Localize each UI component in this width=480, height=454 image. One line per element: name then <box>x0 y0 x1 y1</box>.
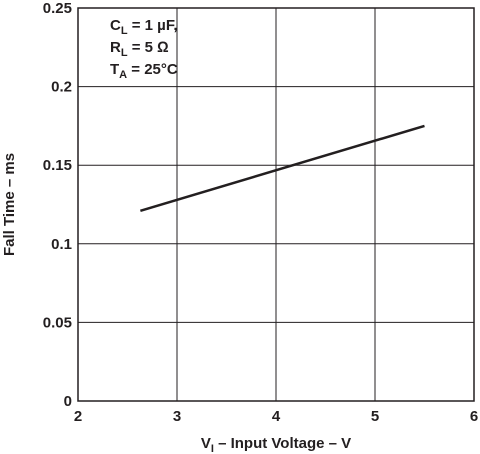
plot-frame <box>77 7 475 402</box>
y-tick-label: 0.1 <box>51 236 72 253</box>
y-tick-label: 0.05 <box>43 314 72 331</box>
fall-time-curve <box>140 124 425 212</box>
y-tick-label: 0.15 <box>43 157 72 174</box>
y-tick-labels: 0 0.05 0.1 0.15 0.2 0.25 <box>43 0 72 410</box>
annotation-load-resistance: RL = 5 Ω <box>110 39 169 59</box>
x-tick-label: 2 <box>74 408 82 425</box>
x-tick-label: 4 <box>272 408 281 425</box>
series-layer <box>140 124 425 212</box>
x-tick-label: 3 <box>173 408 181 425</box>
y-axis-label: Fall Time – ms <box>1 153 18 256</box>
y-tick-label: 0.25 <box>43 0 72 17</box>
y-tick-label: 0 <box>64 393 72 410</box>
annotation-ambient-temperature: TA = 25°C <box>110 61 178 81</box>
annotation-load-capacitance: CL = 1 µF, <box>110 17 178 37</box>
x-tick-labels: 2 3 4 5 6 <box>74 408 478 425</box>
grid-lines <box>78 8 474 401</box>
x-tick-label: 5 <box>371 408 379 425</box>
x-axis-label: VI – Input Voltage – V <box>201 435 351 454</box>
x-tick-label: 6 <box>470 408 478 425</box>
y-tick-label: 0.2 <box>51 79 72 96</box>
